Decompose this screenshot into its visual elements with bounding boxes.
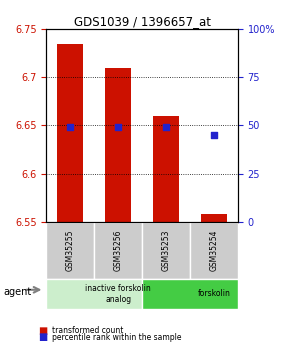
FancyBboxPatch shape	[142, 222, 190, 279]
Text: inactive forskolin
analog: inactive forskolin analog	[85, 284, 151, 304]
FancyBboxPatch shape	[46, 222, 94, 279]
Bar	[105, 68, 131, 222]
Bar	[57, 43, 84, 222]
Text: ■: ■	[38, 326, 47, 335]
Point	[116, 125, 120, 130]
Text: GSM35255: GSM35255	[66, 229, 75, 270]
Title: GDS1039 / 1396657_at: GDS1039 / 1396657_at	[74, 15, 211, 28]
Text: forskolin: forskolin	[197, 289, 230, 298]
Bar	[201, 214, 227, 222]
FancyBboxPatch shape	[142, 279, 238, 309]
Point	[211, 132, 216, 138]
Bar	[153, 116, 179, 222]
FancyBboxPatch shape	[94, 222, 142, 279]
Point	[68, 125, 72, 130]
Text: GSM35256: GSM35256	[114, 229, 123, 270]
Text: ■: ■	[38, 333, 47, 342]
FancyBboxPatch shape	[46, 279, 142, 309]
Text: GSM35254: GSM35254	[209, 229, 218, 270]
Text: GSM35253: GSM35253	[162, 229, 171, 270]
Text: transformed count: transformed count	[52, 326, 124, 335]
FancyBboxPatch shape	[190, 222, 238, 279]
Text: agent: agent	[3, 287, 31, 296]
Point	[164, 125, 168, 130]
Text: percentile rank within the sample: percentile rank within the sample	[52, 333, 182, 342]
